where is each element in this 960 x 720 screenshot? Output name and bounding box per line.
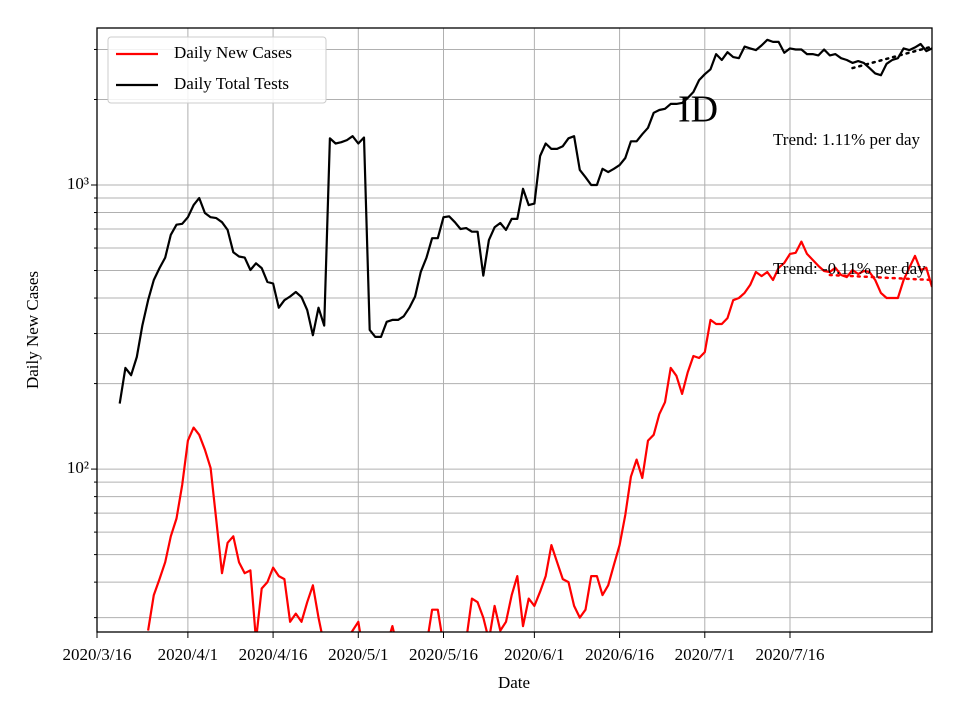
trend-line <box>851 45 932 70</box>
y-tick-label: 10² <box>67 458 89 477</box>
series-line <box>147 240 932 632</box>
legend: Daily New Cases Daily Total Tests <box>107 36 327 104</box>
x-tick-label: 2020/5/1 <box>328 645 388 664</box>
x-tick-label: 2020/4/1 <box>158 645 218 664</box>
x-tick-label: 2020/7/1 <box>675 645 735 664</box>
series-line <box>118 38 932 404</box>
grid <box>96 28 932 632</box>
x-tick-label: 2020/7/16 <box>756 645 825 664</box>
ticks: 10² 10³ 2020/3/16 2020/4/1 2020/4/16 2020/5/1… <box>63 48 825 664</box>
y-tick-label: 10³ <box>67 174 89 193</box>
legend-label: Daily Total Tests <box>174 74 289 93</box>
plot-lines <box>118 38 932 632</box>
x-tick-label: 2020/4/16 <box>239 645 308 664</box>
trend-label: Trend: 1.11% per day <box>773 130 920 149</box>
x-tick-label: 2020/3/16 <box>63 645 132 664</box>
x-tick-label: 2020/5/16 <box>409 645 478 664</box>
plot-frame <box>96 27 933 633</box>
y-axis-label: Daily New Cases <box>23 271 42 389</box>
x-axis-label: Date <box>498 673 530 692</box>
x-tick-label: 2020/6/1 <box>504 645 564 664</box>
watermark: ID <box>678 89 718 131</box>
legend-box <box>107 36 327 104</box>
x-tick-label: 2020/6/16 <box>585 645 654 664</box>
legend-label: Daily New Cases <box>174 43 292 62</box>
trend-label: Trend: -0.11% per day <box>773 259 926 278</box>
trend-line <box>828 273 932 282</box>
